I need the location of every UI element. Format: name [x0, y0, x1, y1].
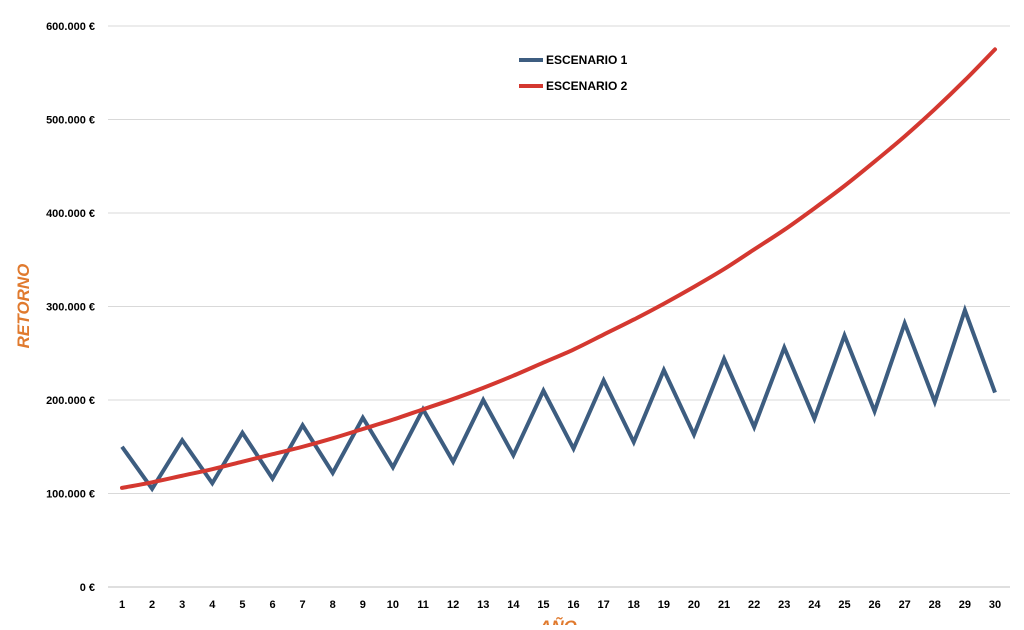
x-axis-title: AÑO	[538, 616, 577, 625]
x-tick-label: 17	[598, 599, 610, 611]
x-axis-ticks: 1 2 3 4 5 6 7 8 9 10 11 12 13 14 15 16 17 18 19 20 21 22 23 24 2…	[119, 599, 1001, 611]
y-tick-label: 100.000 €	[46, 489, 95, 501]
y-tick-label: 600.000 €	[46, 21, 95, 33]
series-line-escenario-1	[120, 304, 997, 493]
x-tick-label: 21	[718, 599, 730, 611]
x-tick-label: 24	[808, 599, 821, 611]
x-tick-label: 9	[360, 599, 366, 611]
x-tick-label: 3	[179, 599, 185, 611]
x-tick-label: 16	[567, 599, 579, 611]
x-tick-label: 19	[658, 599, 670, 611]
x-tick-label: 18	[628, 599, 640, 611]
x-tick-label: 7	[300, 599, 306, 611]
y-axis-title: RETORNO	[14, 264, 33, 349]
x-tick-label: 5	[239, 599, 245, 611]
x-tick-label: 23	[778, 599, 790, 611]
y-tick-label: 500.000 €	[46, 115, 95, 127]
x-tick-label: 2	[149, 599, 155, 611]
x-tick-label: 10	[387, 599, 399, 611]
x-tick-label: 27	[899, 599, 911, 611]
x-tick-label: 8	[330, 599, 336, 611]
x-tick-label: 11	[417, 599, 429, 611]
x-tick-label: 29	[959, 599, 971, 611]
grid-lines	[108, 25, 1010, 588]
y-tick-label: 0 €	[80, 582, 95, 594]
x-tick-label: 26	[868, 599, 880, 611]
series-lines	[120, 47, 997, 493]
y-tick-label: 400.000 €	[46, 208, 95, 220]
x-tick-label: 15	[537, 599, 549, 611]
x-tick-label: 1	[119, 599, 125, 611]
x-tick-label: 20	[688, 599, 700, 611]
series-line-escenario-2	[120, 47, 997, 490]
x-tick-label: 28	[929, 599, 941, 611]
x-tick-label: 22	[748, 599, 760, 611]
legend-label: ESCENARIO 1	[546, 53, 628, 67]
x-tick-label: 25	[838, 599, 850, 611]
x-tick-label: 13	[477, 599, 489, 611]
x-tick-label: 12	[447, 599, 459, 611]
x-tick-label: 14	[507, 599, 520, 611]
legend-label: ESCENARIO 2	[546, 79, 628, 93]
legend: ESCENARIO 1 ESCENARIO 2	[519, 53, 628, 93]
y-axis-ticks: 0 € 100.000 € 200.000 € 300.000 € 400.000 € 5…	[46, 21, 95, 594]
x-tick-label: 4	[209, 599, 216, 611]
y-tick-label: 200.000 €	[46, 395, 95, 407]
y-tick-label: 300.000 €	[46, 302, 95, 314]
x-tick-label: 30	[989, 599, 1001, 611]
x-tick-label: 6	[269, 599, 275, 611]
